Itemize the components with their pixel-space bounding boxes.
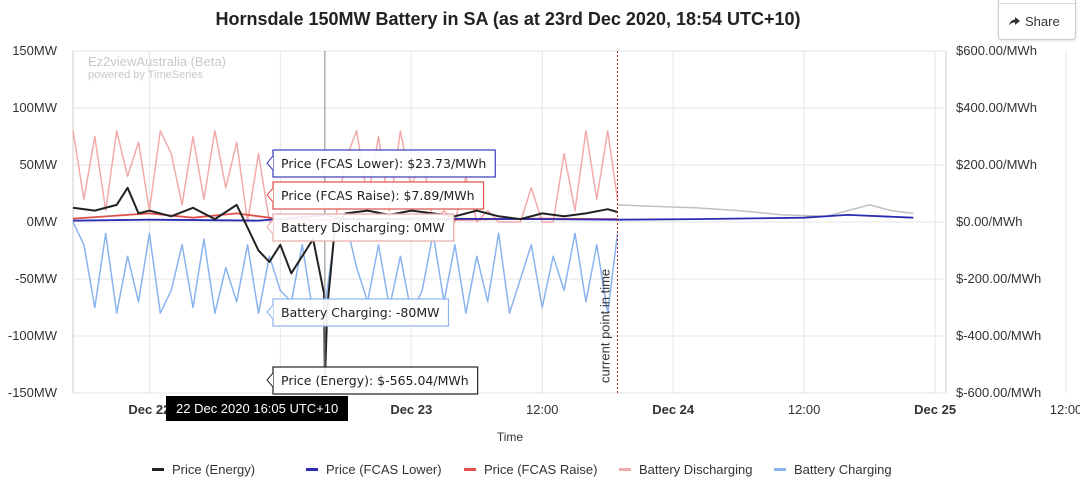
y-tick-left: 100MW <box>12 100 58 115</box>
crosshair-time-flag: 22 Dec 2020 16:05 UTC+10 <box>166 396 349 421</box>
axes: 150MW 100MW 50MW 0MW -50MW -100MW -150MW $600.0… <box>8 43 1080 417</box>
y-tick-right: $0.00/MWh <box>956 214 1022 229</box>
x-tick: Dec 24 <box>652 402 695 417</box>
y-tick-right: $-400.00/MWh <box>956 328 1041 343</box>
grid <box>72 50 1067 394</box>
y-tick-right: $600.00/MWh <box>956 43 1037 58</box>
legend-swatch <box>306 468 318 471</box>
tooltip-box <box>272 298 450 327</box>
watermark-title: Ez2viewAustralia (Beta) <box>88 54 226 69</box>
legend-item-fcas-lower[interactable]: Price (FCAS Lower) <box>306 462 442 477</box>
tooltip-text: Price (FCAS Lower): $23.73/MWh <box>281 156 486 171</box>
export-menu[interactable]: Share <box>998 0 1076 40</box>
watermark-subtitle: powered by TimeSeries <box>88 69 203 81</box>
tooltip-pointer <box>266 304 274 320</box>
legend-label: Price (FCAS Raise) <box>484 462 598 477</box>
tooltip-text: Price (FCAS Raise): $7.89/MWh <box>281 188 475 203</box>
share-label: Share <box>1025 14 1060 29</box>
series-line-forecast <box>617 204 914 218</box>
tooltip: Battery Discharging: 0MW <box>266 213 455 242</box>
legend-label: Price (FCAS Lower) <box>326 462 442 477</box>
tooltip-text: Battery Charging: -80MW <box>281 305 439 320</box>
series-line-price-fcas-lower <box>72 213 914 222</box>
legend-item-discharging[interactable]: Battery Discharging <box>619 462 752 477</box>
y-tick-right: $400.00/MWh <box>956 100 1037 115</box>
legend-label: Battery Charging <box>794 462 892 477</box>
share-button[interactable]: Share <box>1008 14 1060 29</box>
tooltip-pointer <box>266 219 274 235</box>
legend-swatch <box>774 468 786 471</box>
legend-swatch <box>619 468 631 471</box>
legend-label: Battery Discharging <box>639 462 753 477</box>
legend-item-charging[interactable]: Battery Charging <box>774 462 892 477</box>
tooltip-box <box>272 181 485 210</box>
y-tick-left: -150MW <box>8 385 58 400</box>
y-tick-left: 0MW <box>27 214 58 229</box>
legend-label: Price (Energy) <box>172 462 256 477</box>
tooltip-box <box>272 213 455 242</box>
tooltip-pointer <box>266 187 274 203</box>
tooltip-pointer <box>266 155 274 171</box>
y-tick-left: 150MW <box>12 43 58 58</box>
x-tick: Dec 22 <box>128 402 170 417</box>
legend-swatch <box>152 468 164 471</box>
y-tick-right: $-600.00/MWh <box>956 385 1041 400</box>
legend-item-energy[interactable]: Price (Energy) <box>152 462 255 477</box>
current-time-label: current point in time <box>598 269 613 383</box>
tooltip-text: Battery Discharging: 0MW <box>281 220 445 235</box>
x-tick: 12:00 <box>1050 402 1080 417</box>
x-tick: 12:00 <box>526 402 559 417</box>
y-tick-right: $-200.00/MWh <box>956 271 1041 286</box>
tooltips: Price (FCAS Lower): $23.73/MWh Price (FCA… <box>266 149 496 395</box>
tooltip-text: Price (Energy): $-565.04/MWh <box>281 373 469 388</box>
legend: Price (Energy) Price (FCAS Lower) Price … <box>0 462 1080 482</box>
y-tick-left: -50MW <box>15 271 58 286</box>
chart-title: Hornsdale 150MW Battery in SA (as at 23r… <box>215 9 801 29</box>
legend-swatch <box>464 468 476 471</box>
legend-item-fcas-raise[interactable]: Price (FCAS Raise) <box>464 462 597 477</box>
tooltip: Battery Charging: -80MW <box>266 298 450 327</box>
tooltip: Price (FCAS Raise): $7.89/MWh <box>266 181 485 210</box>
x-tick: Dec 25 <box>914 402 956 417</box>
x-tick: 12:00 <box>788 402 821 417</box>
tooltip-pointer <box>266 372 274 388</box>
x-tick: Dec 23 <box>390 402 432 417</box>
menu-divider <box>999 3 1075 4</box>
y-tick-left: 50MW <box>19 157 57 172</box>
share-arrow-icon <box>1009 16 1020 26</box>
y-tick-right: $200.00/MWh <box>956 157 1037 172</box>
x-axis-title: Time <box>496 430 524 444</box>
tooltip: Price (FCAS Lower): $23.73/MWh <box>266 149 496 178</box>
tooltip: Price (Energy): $-565.04/MWh <box>266 366 479 395</box>
y-tick-left: -100MW <box>8 328 58 343</box>
